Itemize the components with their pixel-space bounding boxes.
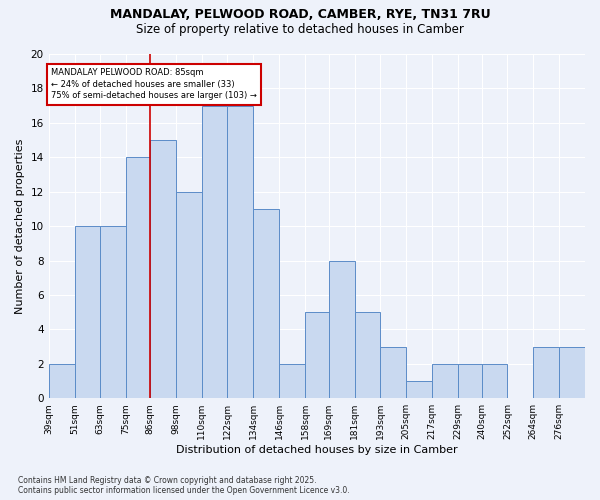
Bar [432,364,458,398]
Bar [279,364,305,398]
Bar [227,106,253,398]
Bar [380,346,406,398]
Bar [74,226,100,398]
Y-axis label: Number of detached properties: Number of detached properties [15,138,25,314]
Bar [482,364,508,398]
Bar [100,226,126,398]
Bar [533,346,559,398]
Bar [559,346,585,398]
Bar [202,106,227,398]
Bar [126,158,150,398]
Text: MANDALAY, PELWOOD ROAD, CAMBER, RYE, TN31 7RU: MANDALAY, PELWOOD ROAD, CAMBER, RYE, TN3… [110,8,490,20]
Bar [150,140,176,398]
Bar [253,209,279,398]
Bar [49,364,74,398]
Text: MANDALAY PELWOOD ROAD: 85sqm
← 24% of detached houses are smaller (33)
75% of se: MANDALAY PELWOOD ROAD: 85sqm ← 24% of de… [51,68,257,100]
Text: Contains HM Land Registry data © Crown copyright and database right 2025.
Contai: Contains HM Land Registry data © Crown c… [18,476,350,495]
Bar [458,364,482,398]
Bar [305,312,329,398]
Bar [329,260,355,398]
X-axis label: Distribution of detached houses by size in Camber: Distribution of detached houses by size … [176,445,458,455]
Bar [355,312,380,398]
Bar [406,381,432,398]
Bar [176,192,202,398]
Text: Size of property relative to detached houses in Camber: Size of property relative to detached ho… [136,22,464,36]
